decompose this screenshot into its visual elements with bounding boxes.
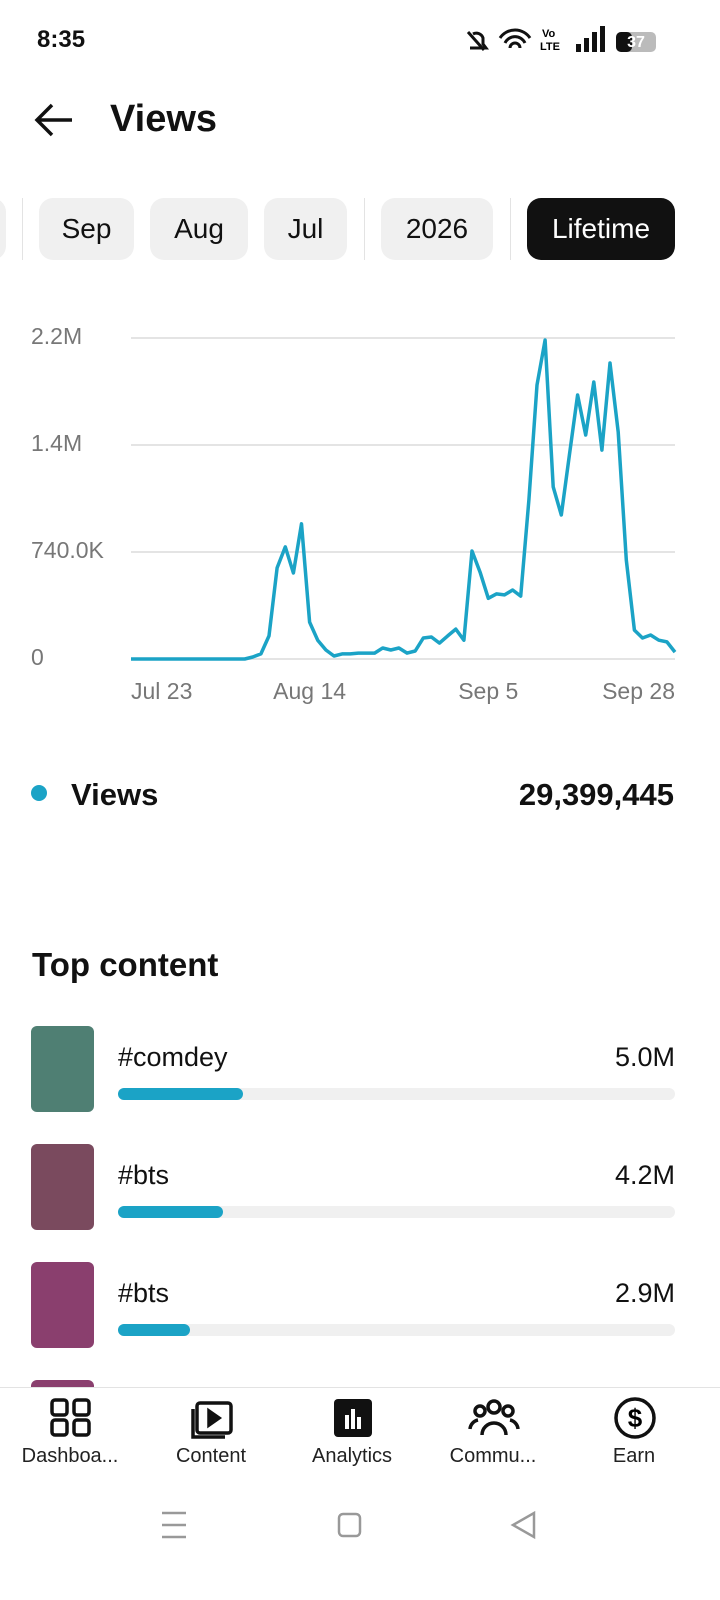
filter-chip[interactable]: 2026 — [381, 198, 493, 260]
x-tick-label: Jul 23 — [131, 678, 192, 704]
filter-chip[interactable]: Aug — [150, 198, 248, 260]
nav-item[interactable]: Analytics — [311, 1445, 393, 1467]
filter-chip[interactable]: Jul — [264, 198, 347, 260]
page-title: Views — [110, 98, 218, 140]
x-tick-label: Aug 14 — [273, 678, 346, 704]
back-button[interactable] — [34, 100, 76, 140]
y-tick-label: 1.4M — [31, 430, 82, 456]
data-line — [131, 338, 677, 661]
battery-level: 37 — [627, 34, 645, 51]
legend-label: Views — [71, 777, 159, 812]
svg-text:LTE: LTE — [540, 41, 560, 53]
item-name: #bts — [118, 1160, 170, 1190]
section-title: Top content — [32, 946, 219, 983]
thumbnail — [31, 1262, 94, 1348]
bar — [118, 1088, 243, 1100]
item-value: 4.2M — [614, 1160, 675, 1190]
y-tick-label: 0 — [31, 644, 44, 670]
filter-chip[interactable]: Lifetime — [527, 198, 675, 260]
y-tick-label: 2.2M — [31, 323, 82, 349]
svg-text:Vo: Vo — [542, 28, 556, 40]
separator — [364, 198, 365, 260]
legend-marker — [31, 785, 47, 801]
bar-track — [118, 1088, 675, 1100]
item-value: 2.9M — [614, 1278, 675, 1308]
nav-item[interactable]: Content — [175, 1445, 247, 1467]
thumbnail — [31, 1144, 94, 1230]
thumbnail — [31, 1026, 94, 1112]
bar — [118, 1206, 223, 1218]
x-tick-label: Sep 5 — [458, 678, 518, 704]
svg-text:$: $ — [628, 1403, 643, 1433]
item-name: #comdey — [118, 1042, 228, 1072]
filter-chip[interactable]: Sep — [39, 198, 134, 260]
thumbnail — [31, 1380, 94, 1390]
item-name: #bts — [118, 1278, 170, 1308]
nav-item[interactable]: Commu... — [449, 1445, 537, 1467]
system-nav — [162, 1510, 536, 1540]
line-chart: 0 740.0K 1.4M 2.2M Jul 23 Aug 14 Sep 5 Sep 28 — [31, 323, 677, 704]
bar-track — [118, 1206, 675, 1218]
bar — [118, 1324, 191, 1336]
status-time: 8:35 — [37, 26, 86, 53]
bar-track — [118, 1324, 675, 1336]
separator — [22, 198, 23, 260]
nav-icons: $ — [50, 1397, 656, 1439]
separator — [510, 198, 511, 260]
x-tick-label: Sep 28 — [602, 678, 675, 704]
nav-item[interactable]: Dashboa... — [21, 1445, 119, 1467]
nav-item[interactable]: Earn — [612, 1445, 656, 1467]
y-tick-label: 740.0K — [31, 537, 105, 563]
item-value: 5.0M — [614, 1042, 675, 1072]
filter-chip[interactable] — [0, 198, 6, 260]
total-value: 29,399,445 — [518, 777, 674, 812]
